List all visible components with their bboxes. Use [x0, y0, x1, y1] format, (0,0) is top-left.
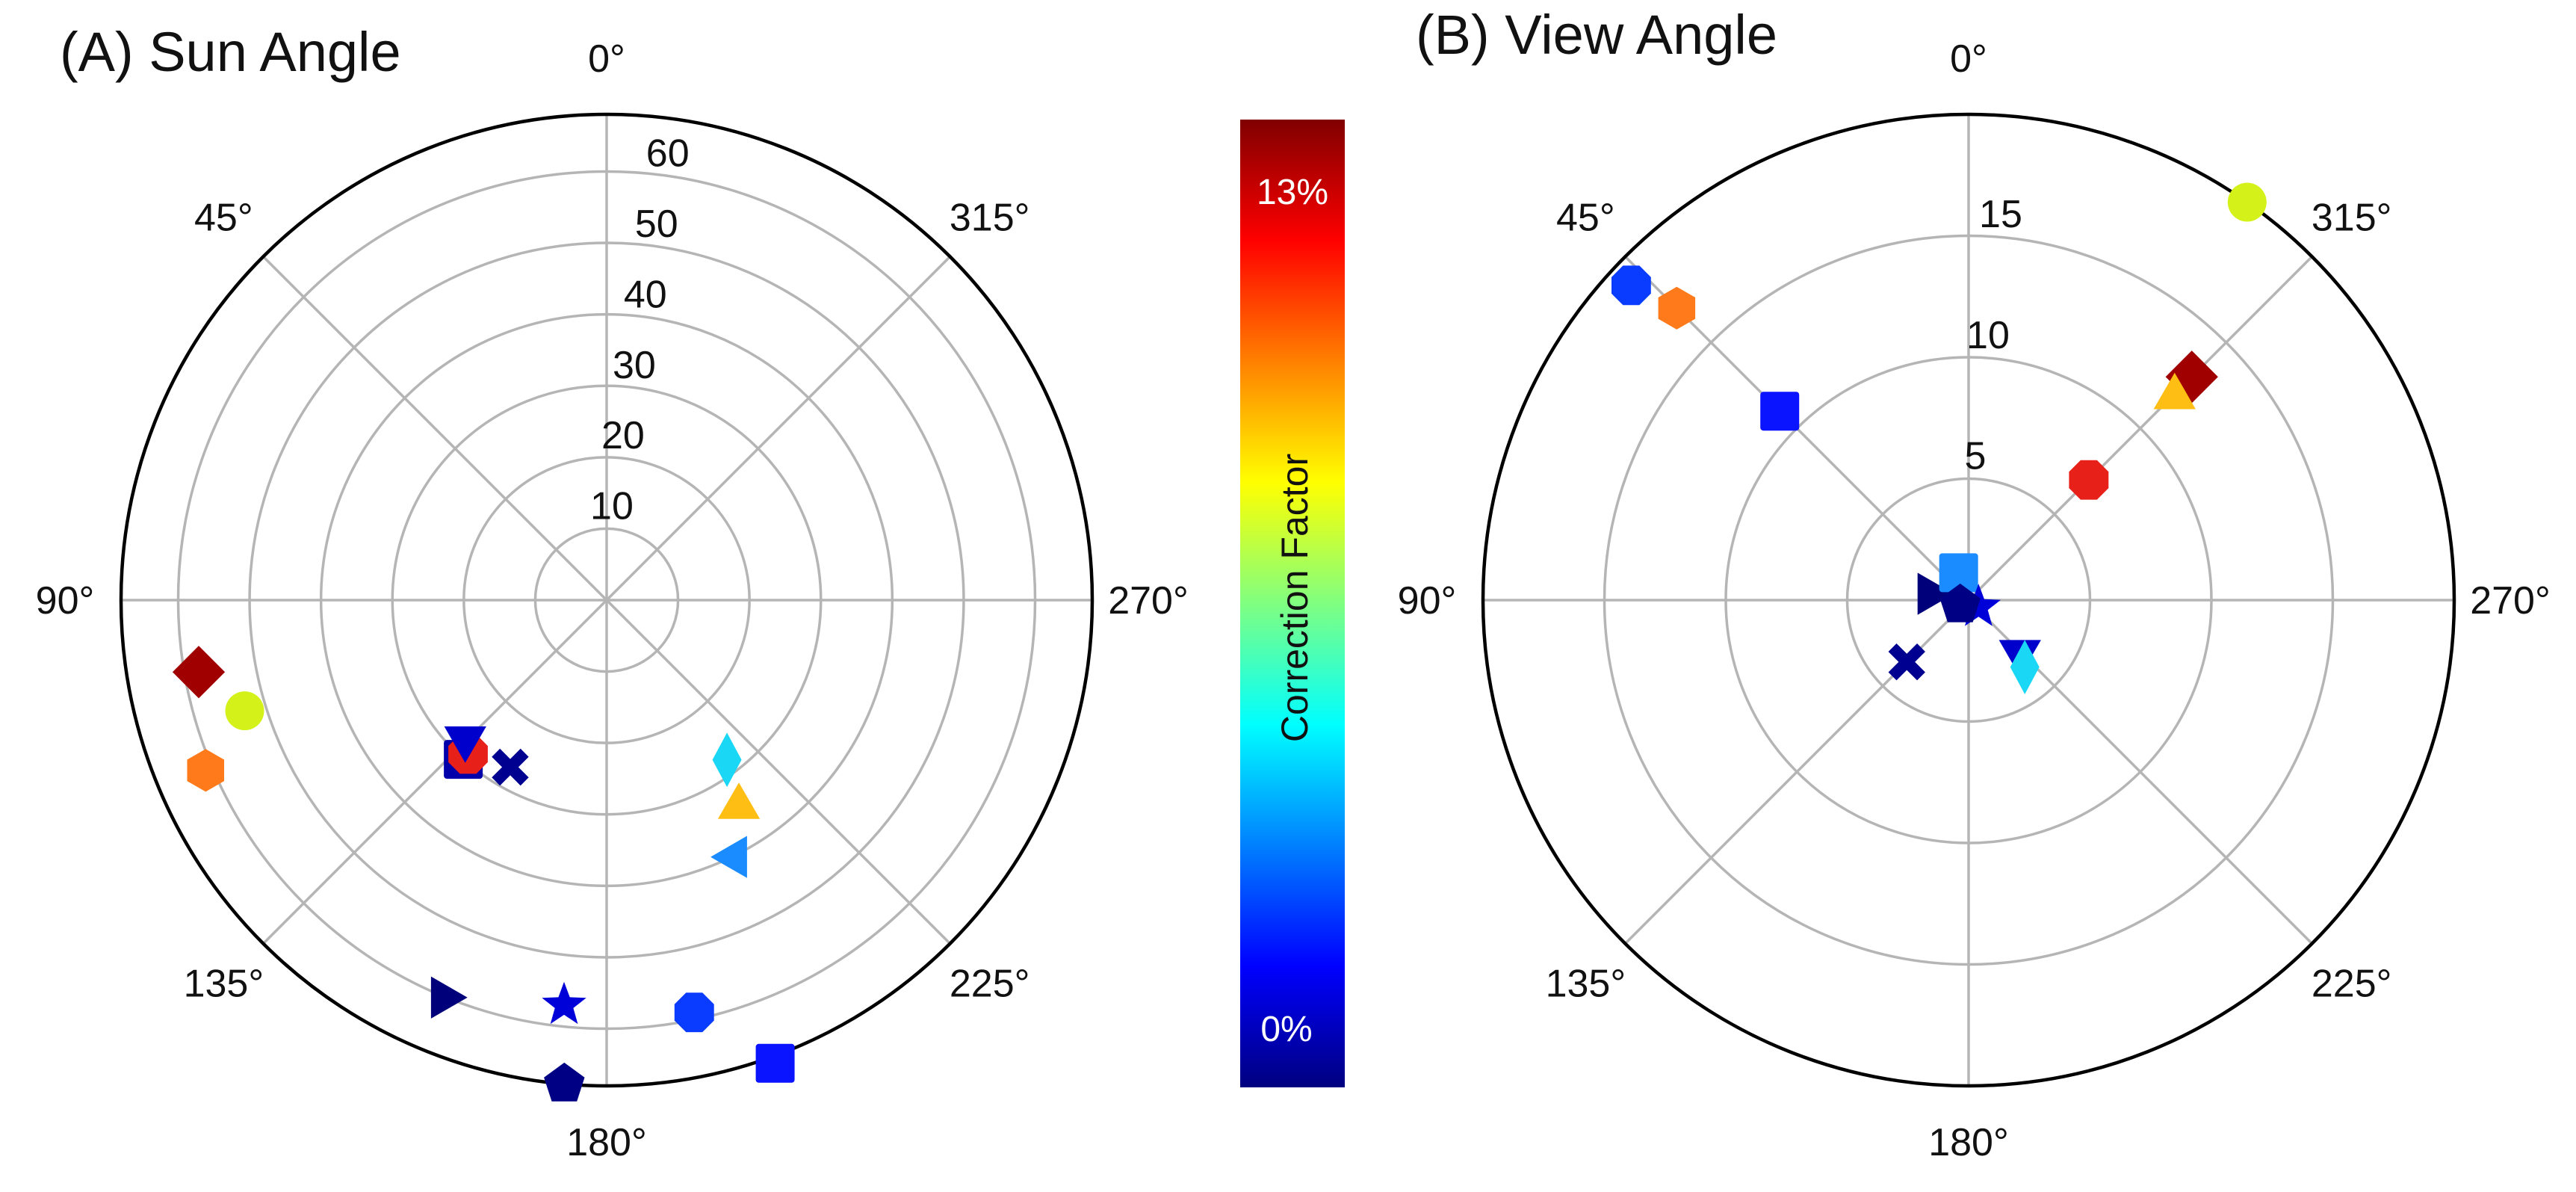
- sun-angle-spoke: [262, 256, 608, 602]
- view-angle-point-octagon: [2069, 460, 2109, 500]
- sun-angle-spoke: [605, 599, 951, 945]
- sun-angle-point-triangle-left: [710, 836, 747, 878]
- view-angle-direction-label: 90°: [1398, 579, 1457, 623]
- sun-angle-direction-label: 225°: [950, 963, 1030, 1006]
- sun-angle-point-star: [542, 981, 586, 1025]
- view-angle-direction-label: 135°: [1546, 963, 1626, 1006]
- view-angle-point-star: [1956, 584, 2001, 626]
- view-angle-direction-labels: 0° 45° 90° 135° 180° 225° 270° 315°: [1398, 37, 2551, 1164]
- sun-angle-point-triangle-up: [717, 782, 761, 819]
- sun-angle-point-triangle-right: [430, 976, 468, 1019]
- colorbar: 13% 0% Correction Factor: [1240, 120, 1345, 1087]
- sun-angle-direction-label: 180°: [566, 1121, 647, 1164]
- sun-angle-radial-tick-label: 50: [635, 203, 678, 246]
- view-angle-point-hexagon: [1658, 286, 1696, 330]
- view-angle-radial-tick-label: 5: [1965, 434, 1987, 478]
- sun-angle-point-octagon: [674, 992, 714, 1033]
- sun-angle-point-thin-diamond: [712, 732, 742, 788]
- view-angle-point-square: [1939, 553, 1978, 593]
- sun-angle-title: (A) Sun Angle: [60, 21, 401, 83]
- sun-angle-direction-label: 90°: [36, 579, 95, 623]
- view-angle-direction-label: 0°: [1950, 37, 1987, 81]
- view-angle-point-square: [1760, 392, 1800, 431]
- view-angle-point-thin-diamond: [2010, 640, 2040, 695]
- view-angle-radial-tick-label: 10: [1966, 314, 2010, 357]
- view-angle-point-pentagon: [1939, 583, 1981, 623]
- view-angle-title: (B) View Angle: [1416, 4, 1777, 66]
- sun-angle-point-diamond: [172, 646, 226, 699]
- view-angle-point-octagon: [1611, 265, 1651, 306]
- sun-angle-radial-tick-label: 20: [601, 414, 645, 457]
- view-angle-direction-label: 315°: [2312, 196, 2392, 239]
- sun-angle-direction-label: 45°: [194, 196, 253, 239]
- sun-angle-point-circle: [225, 691, 264, 731]
- view-angle-point-triangle-up: [2153, 372, 2196, 410]
- colorbar-tick-top: 13%: [1257, 173, 1328, 212]
- sun-angle-point-x: [492, 748, 529, 786]
- view-angle-spoke: [1967, 256, 2313, 602]
- sun-angle-spoke: [605, 256, 951, 602]
- colorbar-label: Correction Factor: [1274, 454, 1316, 742]
- colorbar-strip: [1240, 120, 1345, 1087]
- view-angle-point-triangle-right: [1917, 572, 1954, 615]
- view-angle-point-diamond: [2165, 351, 2218, 404]
- sun-angle-radial-tick-label: 10: [590, 485, 634, 528]
- view-angle-points: [1611, 182, 2267, 695]
- view-angle-direction-label: 45°: [1556, 196, 1615, 239]
- view-angle-point-x: [1888, 643, 1925, 681]
- sun-angle-points: [172, 646, 795, 1102]
- sun-angle-direction-label: 135°: [184, 963, 264, 1006]
- view-angle-point-circle: [2227, 182, 2267, 222]
- view-angle-direction-label: 270°: [2470, 579, 2551, 623]
- sun-angle-radial-tick-label: 40: [624, 273, 667, 316]
- sun-angle-radial-ticks: 10 20 30 40 50 60: [590, 132, 690, 528]
- sun-angle-grid: [119, 112, 1095, 1088]
- sun-angle-point-hexagon: [187, 749, 224, 792]
- view-angle-outer-ring: [1481, 112, 2456, 1088]
- view-angle-radial-tick-label: 15: [1979, 193, 2022, 236]
- sun-angle-direction-label: 0°: [588, 37, 625, 81]
- sun-angle-direction-labels: 0° 45° 90° 135° 180° 225° 270° 315°: [36, 37, 1189, 1164]
- view-angle-direction-label: 180°: [1928, 1121, 2009, 1164]
- sun-angle-direction-label: 270°: [1108, 579, 1189, 623]
- sun-angle-radial-tick-label: 60: [646, 132, 690, 176]
- view-angle-radial-ticks: 5 10 15: [1965, 193, 2022, 478]
- view-angle-direction-label: 225°: [2312, 963, 2392, 1006]
- sun-angle-spoke: [262, 599, 608, 945]
- sun-angle-point-square: [755, 1043, 795, 1083]
- sun-angle-outer-ring: [119, 112, 1095, 1088]
- sun-angle-point-triangle-down: [444, 726, 486, 763]
- sun-angle-radial-tick-label: 30: [613, 344, 656, 387]
- sun-angle-panel: (A) Sun Angle 0° 45° 90° 135° 180° 225° 270° 31…: [36, 21, 1189, 1164]
- sun-angle-point-pentagon: [544, 1062, 585, 1102]
- sun-angle-direction-label: 315°: [950, 196, 1030, 239]
- view-angle-panel: (B) View Angle 0° 45° 90° 135° 180° 225° 270° 3…: [1398, 4, 2551, 1164]
- colorbar-tick-bottom: 0%: [1260, 1010, 1312, 1049]
